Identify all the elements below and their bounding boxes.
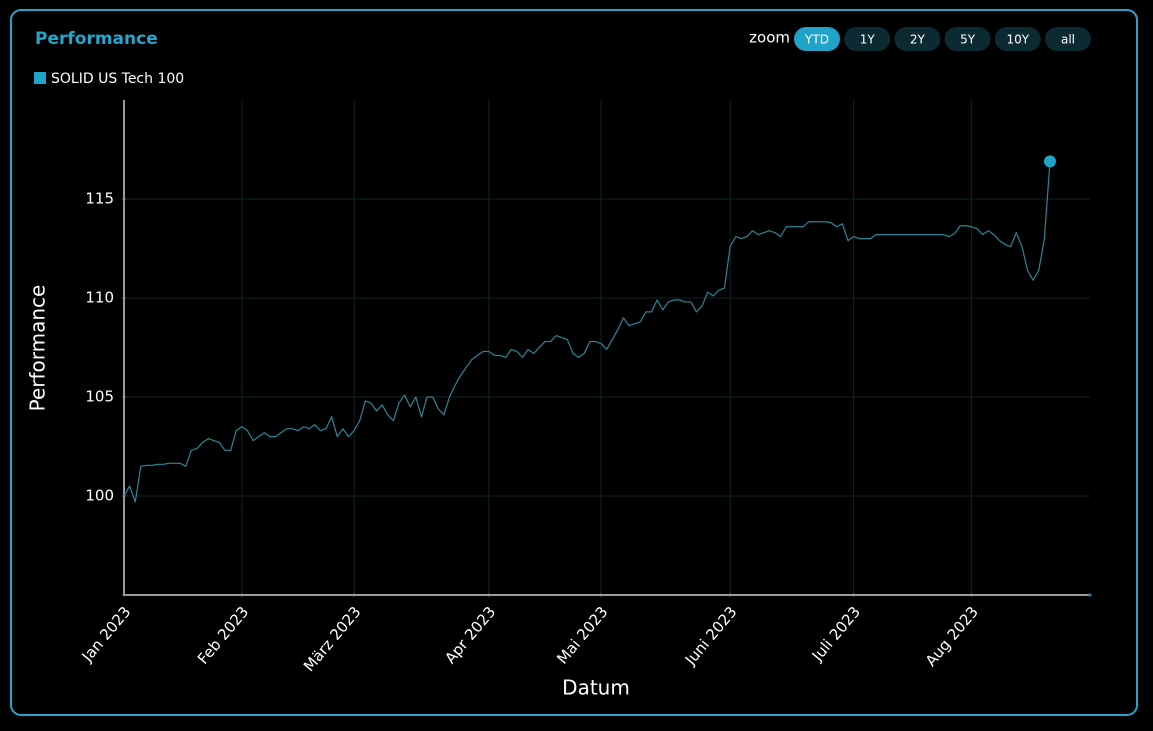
zoom-button-label: 1Y <box>860 33 876 47</box>
legend-label: SOLID US Tech 100 <box>51 71 184 87</box>
zoom-label: zoom <box>749 29 790 47</box>
zoom-button-bg <box>994 27 1041 51</box>
zoom-button-bg <box>944 27 991 51</box>
zoom-button[interactable]: 5Y <box>944 27 991 51</box>
zoom-button-label: YTD <box>804 33 829 47</box>
zoom-button-bg <box>894 27 941 51</box>
zoom-button[interactable]: all <box>1045 27 1091 51</box>
zoom-button-bg <box>1045 27 1091 51</box>
card-frame <box>10 9 1138 716</box>
chart-title: Performance <box>35 29 158 49</box>
zoom-button-label: 2Y <box>910 33 926 47</box>
y-tick-label: 100 <box>85 487 114 505</box>
zoom-button-bg <box>844 27 891 51</box>
legend-swatch <box>34 72 46 84</box>
y-tick-label: 110 <box>85 289 114 307</box>
zoom-button[interactable]: 2Y <box>894 27 941 51</box>
x-axis-label: Datum <box>562 676 630 700</box>
zoom-button-label: all <box>1061 33 1075 47</box>
y-tick-label: 105 <box>85 388 114 406</box>
y-tick-label: 115 <box>85 190 114 208</box>
zoom-button-bg <box>794 27 840 51</box>
y-axis-label: Performance <box>26 285 50 412</box>
zoom-button-label: 10Y <box>1006 33 1029 47</box>
zoom-button[interactable]: 10Y <box>994 27 1041 51</box>
zoom-button[interactable]: YTD <box>794 27 840 51</box>
last-point <box>1044 155 1056 168</box>
zoom-button[interactable]: 1Y <box>844 27 891 51</box>
zoom-button-label: 5Y <box>960 33 976 47</box>
series-line <box>123 161 1051 503</box>
x-axis-end <box>1088 593 1092 597</box>
